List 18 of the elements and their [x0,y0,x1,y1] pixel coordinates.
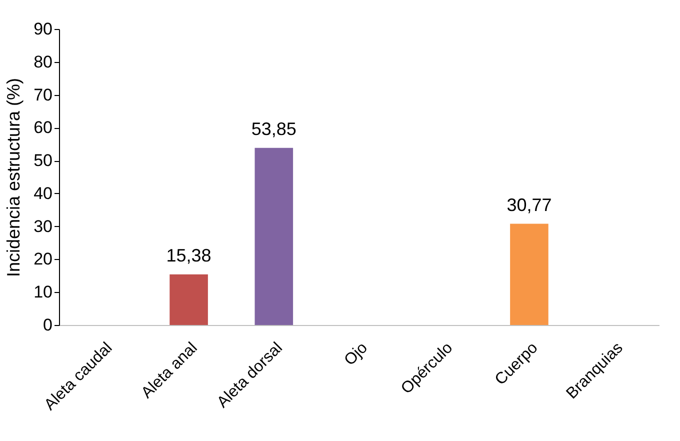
data-label: 53,85 [251,118,296,139]
data-label: 15,38 [166,245,212,266]
y-tick-label: 30 [34,216,52,236]
y-tick-label: 80 [34,52,52,72]
y-tick-label: 90 [34,20,52,38]
y-tick-label: 50 [34,151,52,170]
y-tick-label: 60 [34,118,52,138]
y-tick-label: 0 [43,316,52,334]
x-tick-label: Ojo [341,339,372,370]
bar [510,224,548,325]
y-tick-label: 20 [34,250,52,269]
y-tick-label: 40 [34,184,52,203]
y-axis-title: Incidencia estructura (%) [4,78,24,278]
y-tick-label: 70 [34,85,52,104]
bar [254,148,294,325]
bar [170,274,208,325]
y-tick-label: 10 [34,282,52,302]
data-label: 30,77 [506,194,552,215]
